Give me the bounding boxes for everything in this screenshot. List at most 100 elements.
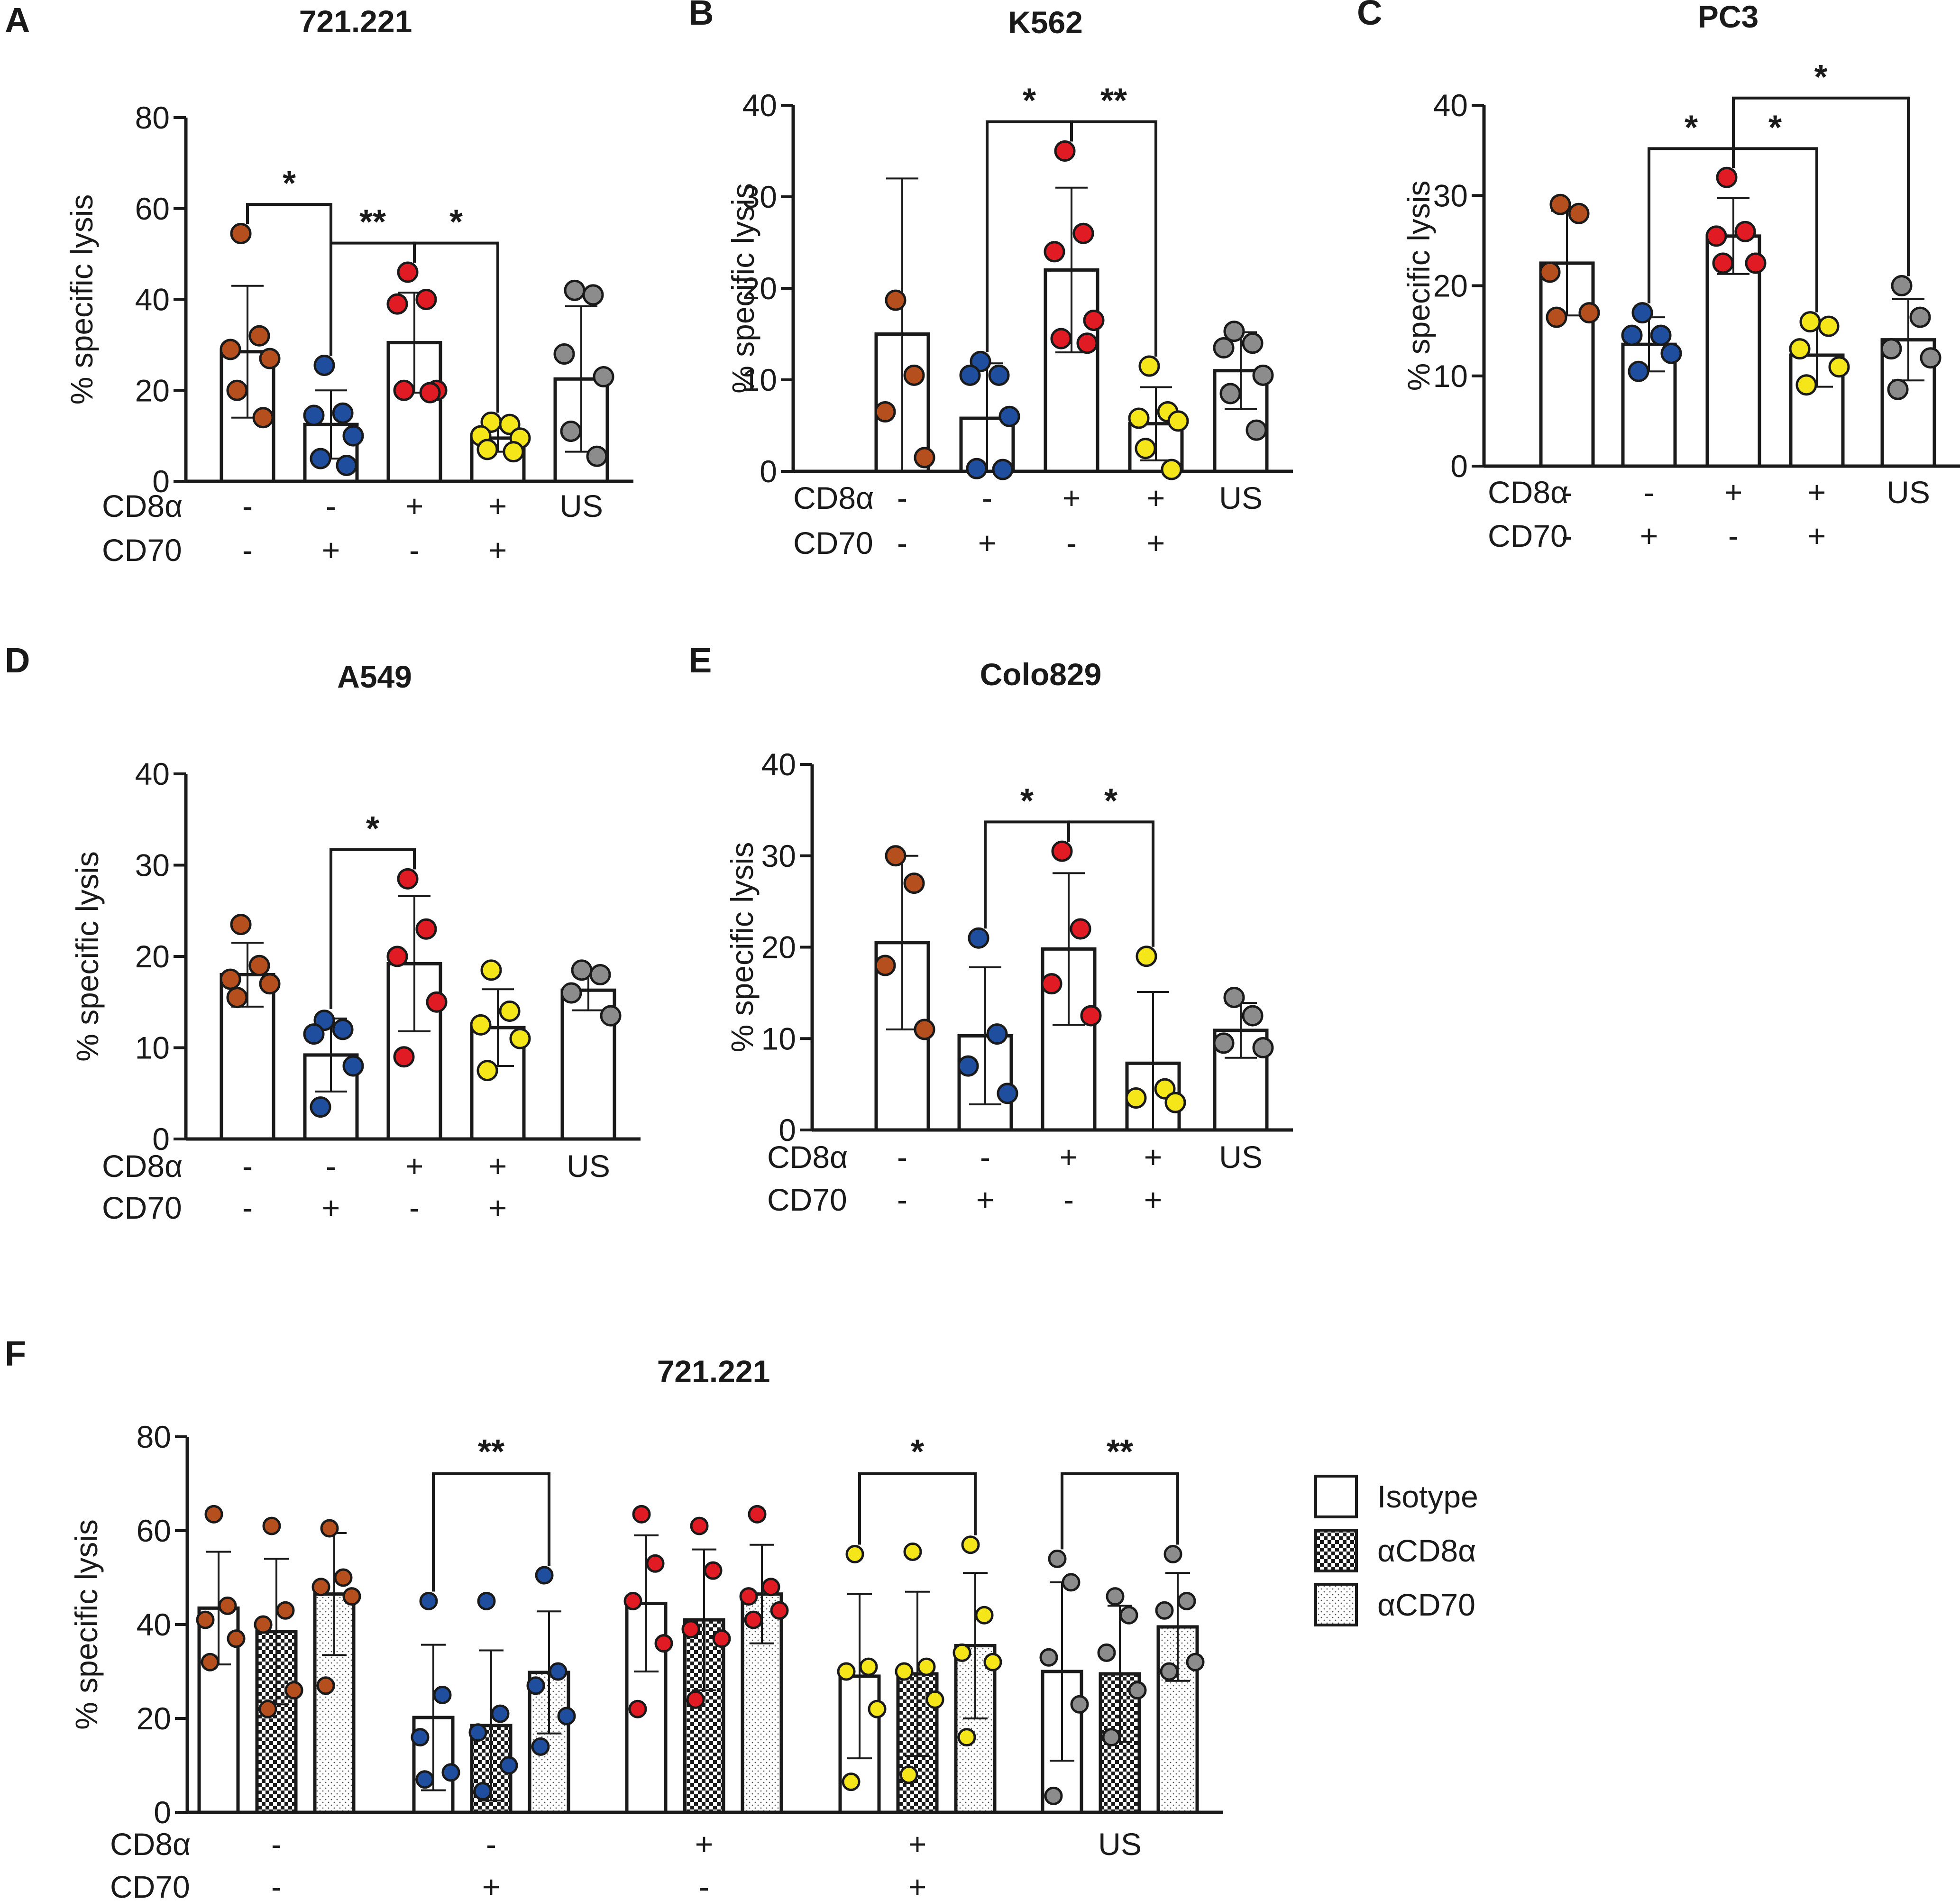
cd8a-condition: + — [1144, 1139, 1163, 1175]
cd8a-condition: + — [405, 488, 424, 523]
data-point — [1136, 946, 1157, 967]
data-point — [914, 1019, 935, 1040]
data-point — [1828, 356, 1850, 378]
data-point — [310, 448, 331, 469]
data-point — [1164, 1092, 1186, 1113]
data-point — [419, 1592, 438, 1610]
row-label-cd8a: CD8α — [110, 1827, 191, 1862]
data-point — [961, 1535, 980, 1554]
data-point — [259, 973, 281, 995]
cd70-condition: + — [489, 533, 507, 568]
data-point — [1568, 202, 1590, 224]
data-point — [1242, 1005, 1264, 1027]
data-point — [220, 339, 241, 360]
data-point — [560, 421, 582, 442]
y-tick-label: 60 — [135, 191, 170, 226]
cd8a-condition: + — [1147, 480, 1165, 515]
data-point — [1186, 1653, 1205, 1671]
data-point — [1044, 241, 1065, 263]
data-point — [874, 401, 896, 423]
panel-letter: D — [5, 641, 30, 680]
cd8a-condition: - — [897, 1139, 907, 1175]
data-point — [1119, 1606, 1138, 1625]
data-point — [284, 1681, 303, 1700]
data-point — [837, 1662, 856, 1681]
y-tick-label: 0 — [154, 1795, 171, 1830]
panel-title: Colo829 — [980, 657, 1102, 692]
significance-label: ** — [359, 203, 386, 241]
data-point — [885, 289, 907, 311]
data-point — [526, 1676, 545, 1695]
cd8a-condition: US — [1219, 480, 1263, 515]
significance-label: * — [1814, 58, 1827, 96]
data-point — [262, 1516, 281, 1535]
data-point — [334, 1568, 353, 1587]
data-point — [593, 366, 614, 387]
significance-label: * — [911, 1433, 924, 1471]
data-point — [473, 1782, 492, 1800]
panel-letter: C — [1357, 0, 1382, 32]
data-point — [623, 1592, 642, 1610]
row-label-cd70: CD70 — [102, 1190, 182, 1225]
cd8a-condition: + — [1062, 480, 1081, 515]
data-point — [1054, 140, 1076, 162]
significance-bracket — [1070, 120, 1157, 357]
data-point — [1546, 306, 1567, 328]
cd8a-condition: + — [908, 1827, 927, 1862]
data-point — [1135, 438, 1156, 459]
data-point — [560, 982, 582, 1004]
cd70-condition: + — [1147, 525, 1165, 560]
cd8a-condition: - — [1562, 475, 1572, 510]
data-point — [1549, 193, 1571, 215]
row-label-cd70: CD70 — [767, 1182, 847, 1217]
panel-F: F 721.221 % specific lysis 0 20 40 60 80 - - - + + - +… — [5, 1334, 1478, 1901]
data-point — [582, 284, 604, 306]
data-point — [899, 1765, 918, 1784]
cd8a-condition: + — [405, 1148, 424, 1184]
data-point — [204, 1505, 223, 1524]
data-point — [1242, 332, 1264, 354]
data-point — [503, 441, 524, 463]
y-tick-label: 40 — [761, 747, 796, 782]
data-point — [859, 1657, 878, 1676]
cd70-condition: - — [409, 533, 420, 568]
legend-swatch — [1314, 1529, 1358, 1572]
data-point — [1125, 1087, 1147, 1109]
data-point — [1909, 306, 1931, 328]
significance-bracket — [413, 241, 499, 413]
y-tick-label: 20 — [137, 1701, 171, 1736]
cd8a-condition: - — [486, 1827, 496, 1862]
data-point — [258, 1699, 277, 1718]
data-point — [681, 1620, 700, 1639]
data-point — [1051, 840, 1073, 862]
panel-C: C PC3 % specific lysis 0 10 20 30 40 - - - + + - + + US C… — [1357, 0, 1960, 553]
cd70-condition: - — [409, 1190, 420, 1225]
significance-label: * — [1023, 82, 1036, 120]
cd70-condition: + — [322, 1190, 340, 1225]
row-label-cd8a: CD8α — [102, 488, 183, 523]
data-point — [1891, 275, 1913, 296]
cd8a-condition: + — [1724, 475, 1743, 510]
y-tick-label: 80 — [135, 100, 170, 135]
data-point — [1070, 1695, 1089, 1714]
data-point — [419, 382, 441, 404]
data-point — [589, 964, 611, 985]
data-point — [531, 1737, 550, 1756]
y-tick-label: 40 — [135, 756, 170, 791]
data-point — [1128, 1681, 1147, 1700]
data-point — [1621, 324, 1643, 346]
data-point — [342, 1587, 361, 1606]
data-point — [415, 289, 437, 310]
data-point — [230, 914, 252, 936]
data-point — [311, 1578, 330, 1597]
y-axis-label: % specific lysis — [64, 194, 99, 405]
data-point — [1880, 338, 1902, 360]
data-point — [476, 439, 498, 460]
data-point — [218, 1596, 237, 1615]
cd8a-condition: + — [489, 488, 507, 523]
bar — [386, 341, 442, 483]
data-point — [1070, 918, 1091, 940]
data-point — [1716, 166, 1738, 188]
panel-title: PC3 — [1698, 0, 1759, 34]
